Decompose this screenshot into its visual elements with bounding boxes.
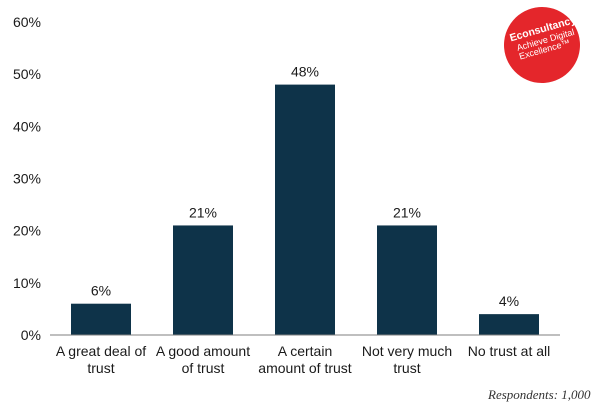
y-tick-label: 30% (13, 171, 41, 187)
x-category-label: No trust at all (468, 343, 550, 359)
y-tick-label: 40% (13, 118, 41, 134)
data-label: 48% (291, 64, 319, 80)
x-category-label: A certain (278, 343, 332, 359)
bar (173, 225, 233, 335)
y-tick-label: 20% (13, 223, 41, 239)
y-tick-label: 0% (21, 327, 41, 343)
x-category-label: A good amount (156, 343, 250, 359)
x-category-label: trust (393, 360, 420, 376)
bar (377, 225, 437, 335)
data-label: 21% (393, 204, 421, 220)
y-tick-label: 60% (13, 14, 41, 30)
x-category-label: amount of trust (258, 360, 351, 376)
data-label: 4% (499, 293, 519, 309)
x-category-label: of trust (182, 360, 225, 376)
x-category-label: Not very much (362, 343, 452, 359)
respondents-note: Respondents: 1,000 (488, 387, 591, 402)
bar (71, 303, 131, 335)
bar (275, 84, 335, 335)
x-category-label: A great deal of (56, 343, 146, 359)
data-label: 6% (91, 283, 111, 299)
data-label: 21% (189, 204, 217, 220)
y-tick-label: 10% (13, 275, 41, 291)
x-category-label: trust (87, 360, 114, 376)
bar (479, 314, 539, 335)
y-tick-label: 50% (13, 66, 41, 82)
